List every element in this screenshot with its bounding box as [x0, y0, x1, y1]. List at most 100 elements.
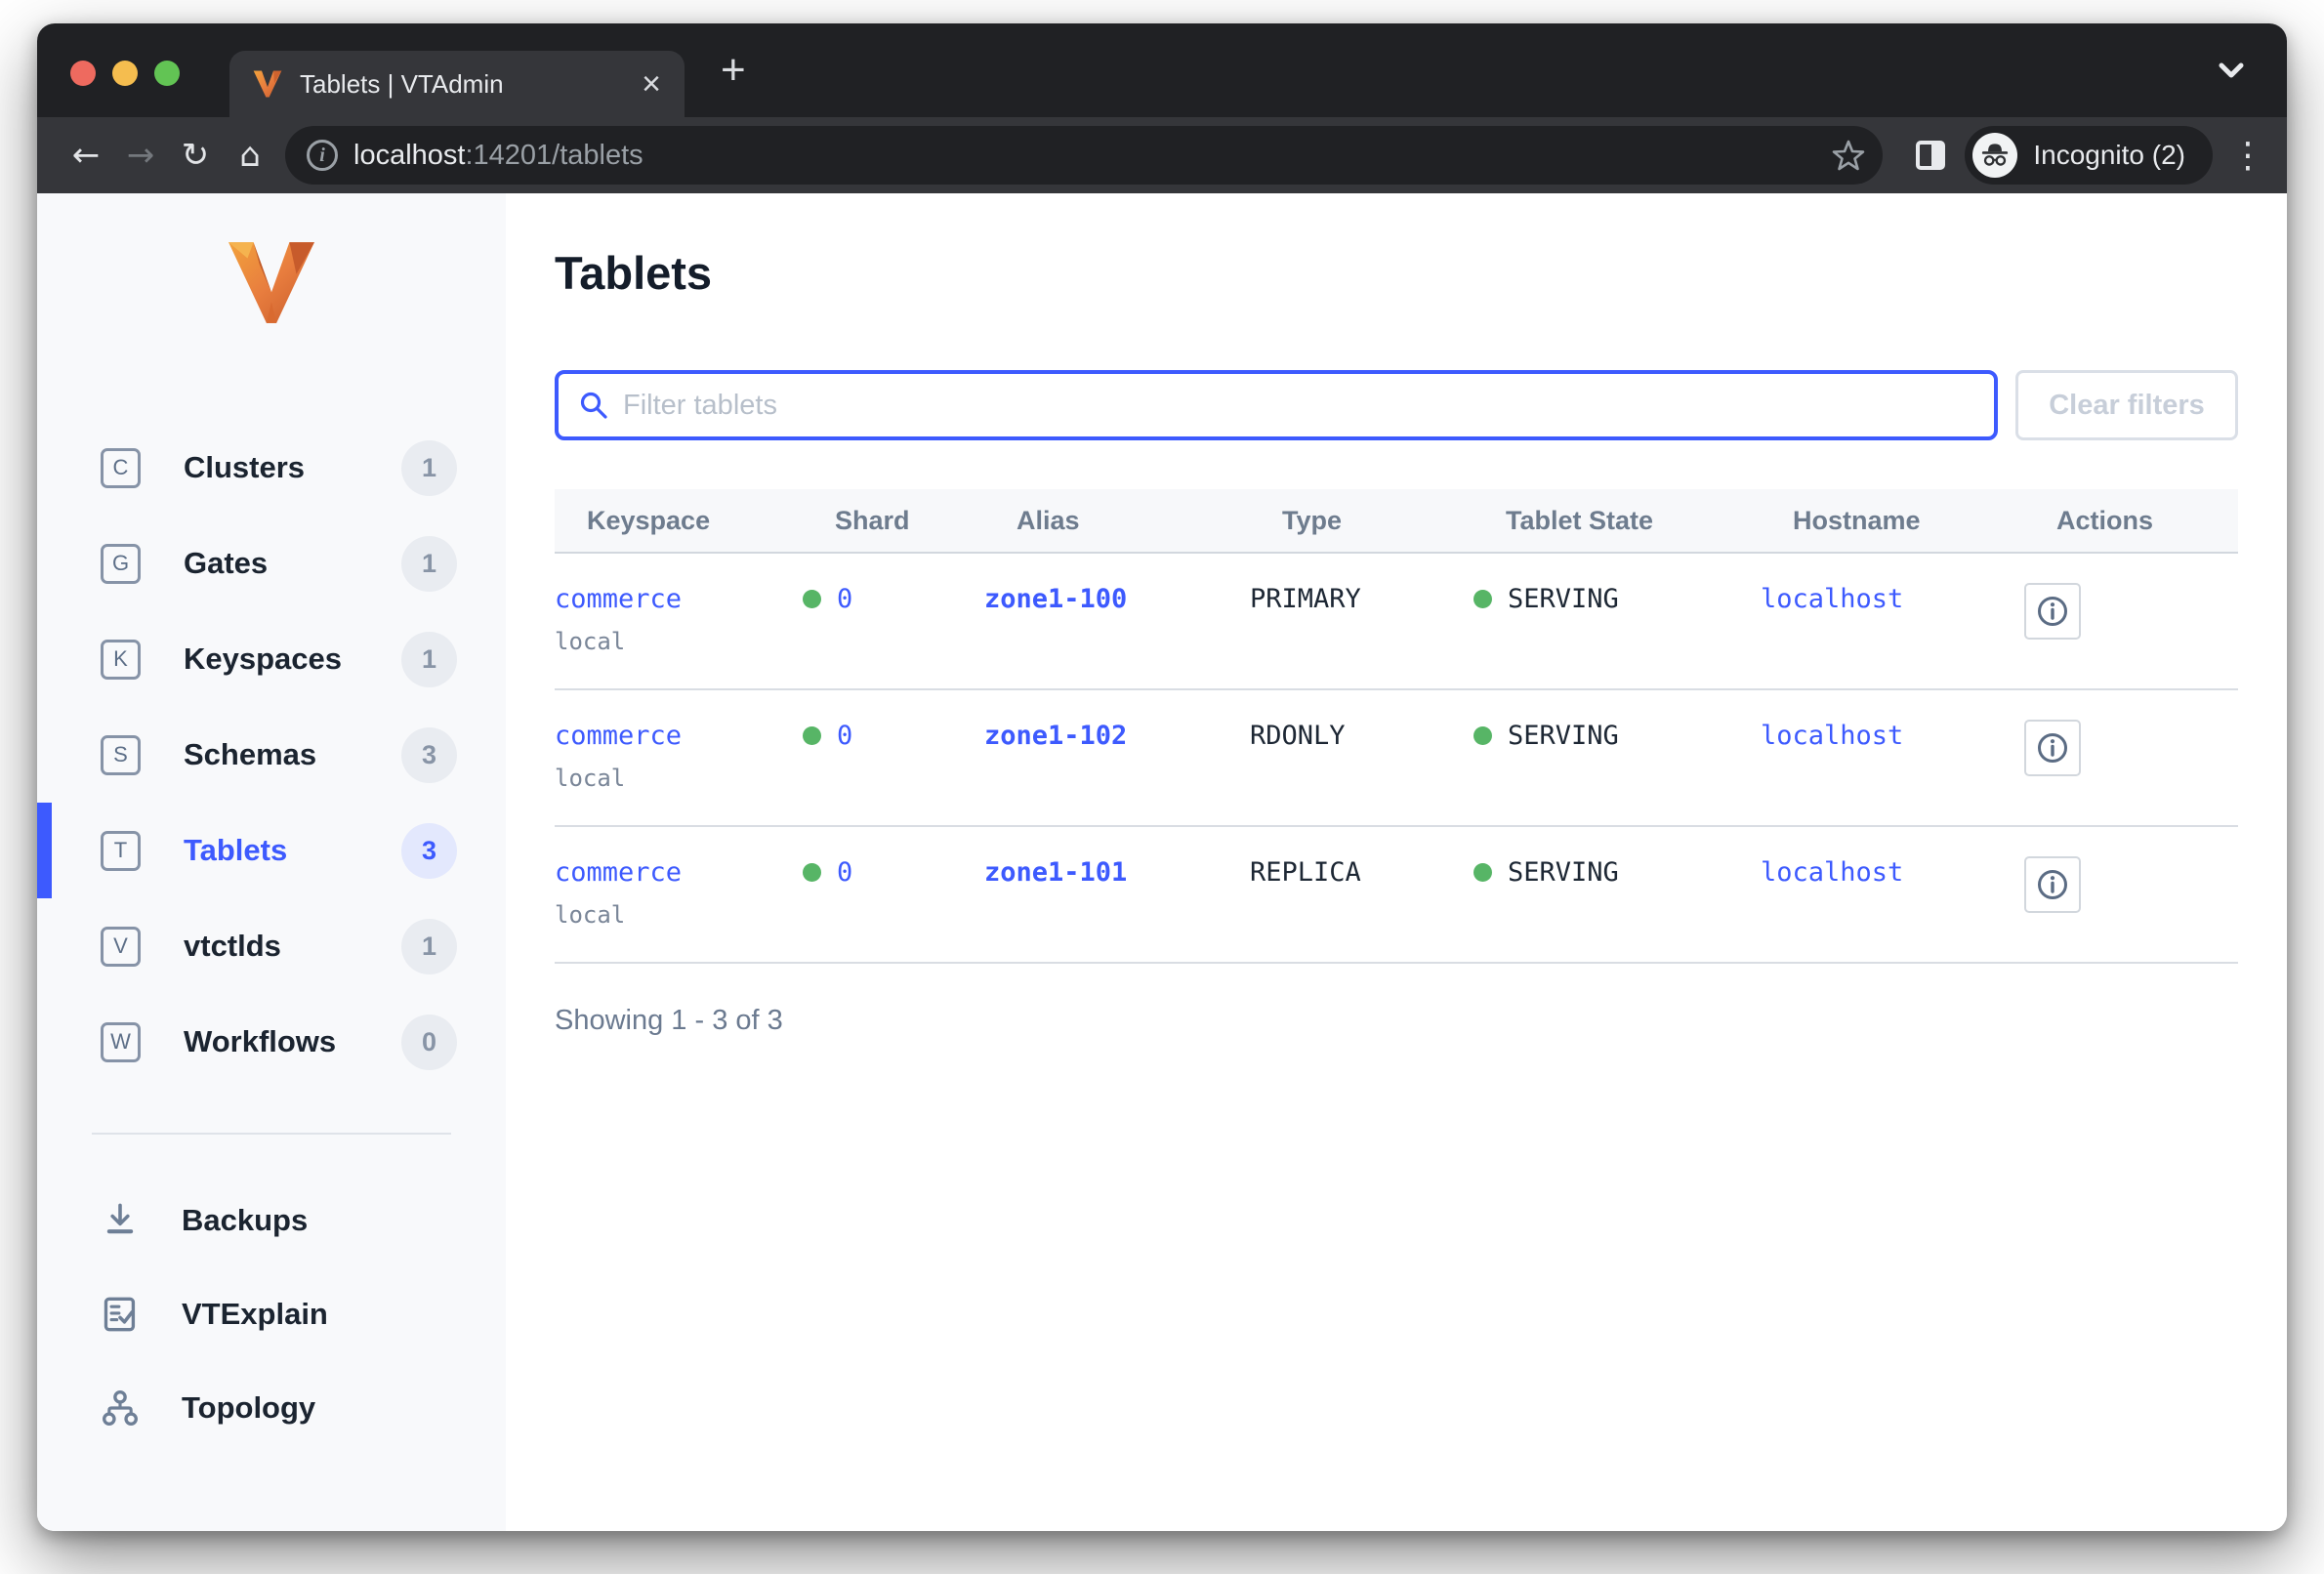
shard-link[interactable]: 0 — [837, 584, 853, 614]
browser-menu-icon[interactable]: ⋮ — [2230, 135, 2265, 176]
vtadmin-app: C Clusters 1 G Gates 1 K Keyspaces 1 — [37, 193, 2287, 1531]
sidebar-item-backups[interactable]: Backups — [37, 1174, 506, 1267]
browser-tab[interactable]: Tablets | VTAdmin × — [229, 51, 685, 117]
keyspace-link[interactable]: commerce — [555, 857, 683, 888]
shard-status-dot — [803, 590, 821, 608]
minimize-window-button[interactable] — [112, 61, 138, 86]
bookmark-star-icon[interactable] — [1832, 139, 1865, 172]
sidebar-item-vtexplain[interactable]: VTExplain — [37, 1267, 506, 1361]
reload-icon[interactable]: ↻ — [181, 136, 210, 175]
tablet-state: SERVING — [1508, 584, 1619, 614]
info-icon — [2038, 870, 2067, 899]
main-content: Tablets Clear filters Keyspace Shar — [506, 193, 2287, 1531]
alias-link[interactable]: zone1-101 — [984, 857, 1128, 888]
close-window-button[interactable] — [70, 61, 96, 86]
tablet-type: RDONLY — [1250, 721, 1346, 751]
download-icon — [98, 1202, 143, 1239]
serving-status-dot — [1473, 726, 1492, 745]
keyspace-link[interactable]: commerce — [555, 721, 683, 751]
back-icon[interactable]: ← — [71, 136, 101, 175]
count-badge: 1 — [401, 918, 457, 974]
url-host: localhost — [353, 139, 466, 171]
count-badge: 3 — [401, 726, 457, 783]
vitess-favicon-icon — [253, 70, 282, 98]
sidebar-item-vtctlds[interactable]: V vtctlds 1 — [37, 898, 506, 994]
row-info-button[interactable] — [2024, 583, 2081, 640]
sidebar-item-tablets[interactable]: T Tablets 3 — [37, 803, 506, 898]
column-alias: Alias — [1017, 505, 1080, 535]
browser-window: Tablets | VTAdmin × + ← → ↻ ⌂ i localhos… — [37, 23, 2287, 1531]
info-icon — [2038, 733, 2067, 763]
shard-status-dot — [803, 863, 821, 882]
filter-tablets-input[interactable] — [623, 389, 1974, 422]
shard-link[interactable]: 0 — [837, 721, 853, 751]
table-row: commerce local 0 zone1-101 REPLICA SERVI… — [555, 827, 2238, 964]
tablet-type: PRIMARY — [1250, 584, 1361, 614]
cluster-label: local — [555, 901, 626, 929]
page-title: Tablets — [555, 247, 713, 299]
keyspace-link[interactable]: commerce — [555, 584, 683, 614]
count-badge: 1 — [401, 535, 457, 592]
topology-icon — [98, 1389, 143, 1427]
incognito-label: Incognito (2) — [2033, 140, 2185, 170]
keyspaces-icon: K — [101, 639, 141, 680]
sidebar-item-keyspaces[interactable]: K Keyspaces 1 — [37, 611, 506, 707]
tablet-type: REPLICA — [1250, 857, 1361, 888]
count-badge: 3 — [401, 822, 457, 879]
filter-box — [555, 370, 1998, 440]
row-info-button[interactable] — [2024, 856, 2081, 913]
traffic-lights — [70, 61, 180, 86]
hostname-link[interactable]: localhost — [1761, 584, 1904, 614]
pagination-summary: Showing 1 - 3 of 3 — [555, 1005, 783, 1036]
sidebar-secondary-nav: Backups VTExplain — [37, 1174, 506, 1455]
column-shard: Shard — [835, 505, 910, 535]
count-badge: 1 — [401, 439, 457, 496]
tablets-icon: T — [101, 830, 141, 871]
tab-search-chevron-icon[interactable] — [2215, 59, 2248, 82]
table-header: Keyspace Shard Alias Type Tablet State H… — [555, 489, 2238, 554]
hostname-link[interactable]: localhost — [1761, 857, 1904, 888]
clear-filters-button[interactable]: Clear filters — [2015, 370, 2238, 440]
tablet-state: SERVING — [1508, 721, 1619, 751]
new-tab-button[interactable]: + — [721, 46, 746, 94]
column-tablet-state: Tablet State — [1506, 505, 1654, 535]
url-path: :14201/tablets — [465, 139, 643, 171]
table-row: commerce local 0 zone1-102 RDONLY SERVIN… — [555, 690, 2238, 827]
home-icon[interactable]: ⌂ — [239, 136, 261, 175]
workflows-icon: W — [101, 1021, 141, 1062]
tab-strip: Tablets | VTAdmin × + — [37, 23, 2287, 117]
search-icon — [580, 392, 607, 419]
hostname-link[interactable]: localhost — [1761, 721, 1904, 751]
page-info-icon[interactable]: i — [307, 140, 338, 171]
count-badge: 0 — [401, 1014, 457, 1070]
side-panel-icon[interactable] — [1916, 141, 1946, 170]
zoom-window-button[interactable] — [154, 61, 180, 86]
forward-icon[interactable]: → — [126, 136, 155, 175]
info-icon — [2038, 597, 2067, 626]
sidebar-item-clusters[interactable]: C Clusters 1 — [37, 420, 506, 516]
alias-link[interactable]: zone1-100 — [984, 584, 1128, 614]
url-bar[interactable]: i localhost:14201/tablets — [285, 126, 1884, 185]
cluster-label: local — [555, 628, 626, 655]
sidebar-item-workflows[interactable]: W Workflows 0 — [37, 994, 506, 1090]
vtctlds-icon: V — [101, 926, 141, 967]
row-info-button[interactable] — [2024, 720, 2081, 776]
cluster-label: local — [555, 765, 626, 792]
sidebar-item-topology[interactable]: Topology — [37, 1361, 506, 1455]
vitess-logo[interactable] — [227, 240, 316, 330]
sidebar: C Clusters 1 G Gates 1 K Keyspaces 1 — [37, 193, 506, 1531]
sidebar-item-schemas[interactable]: S Schemas 3 — [37, 707, 506, 803]
shard-status-dot — [803, 726, 821, 745]
document-check-icon — [98, 1296, 143, 1333]
alias-link[interactable]: zone1-102 — [984, 721, 1128, 751]
incognito-badge[interactable]: Incognito (2) — [1965, 126, 2213, 185]
filter-row: Clear filters — [555, 370, 2238, 440]
column-hostname: Hostname — [1793, 505, 1921, 535]
tab-title: Tablets | VTAdmin — [300, 68, 504, 99]
sidebar-item-gates[interactable]: G Gates 1 — [37, 516, 506, 611]
tab-close-icon[interactable]: × — [642, 65, 661, 103]
browser-toolbar: ← → ↻ ⌂ i localhost:14201/tablets — [37, 117, 2287, 193]
column-type: Type — [1282, 505, 1343, 535]
sidebar-nav: C Clusters 1 G Gates 1 K Keyspaces 1 — [37, 420, 506, 1090]
shard-link[interactable]: 0 — [837, 857, 853, 888]
